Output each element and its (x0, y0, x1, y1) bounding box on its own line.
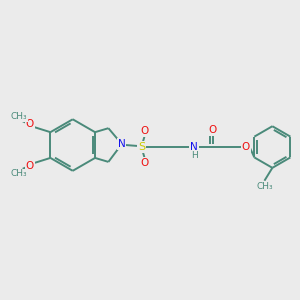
Text: N: N (190, 142, 198, 152)
Text: O: O (140, 158, 149, 168)
Text: CH₃: CH₃ (11, 112, 27, 121)
Text: O: O (26, 161, 34, 171)
Text: CH₃: CH₃ (256, 182, 273, 191)
Text: H: H (191, 152, 197, 160)
Text: O: O (140, 126, 149, 136)
Text: S: S (138, 142, 145, 152)
Text: O: O (26, 119, 34, 129)
Text: CH₃: CH₃ (11, 169, 27, 178)
Text: O: O (242, 142, 250, 152)
Text: O: O (209, 125, 217, 135)
Text: N: N (118, 139, 126, 149)
